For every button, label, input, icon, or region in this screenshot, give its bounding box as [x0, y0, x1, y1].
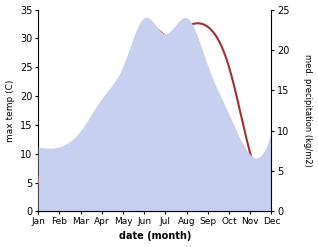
Y-axis label: max temp (C): max temp (C) [5, 79, 15, 142]
X-axis label: date (month): date (month) [119, 231, 191, 242]
Y-axis label: med. precipitation (kg/m2): med. precipitation (kg/m2) [303, 54, 313, 167]
